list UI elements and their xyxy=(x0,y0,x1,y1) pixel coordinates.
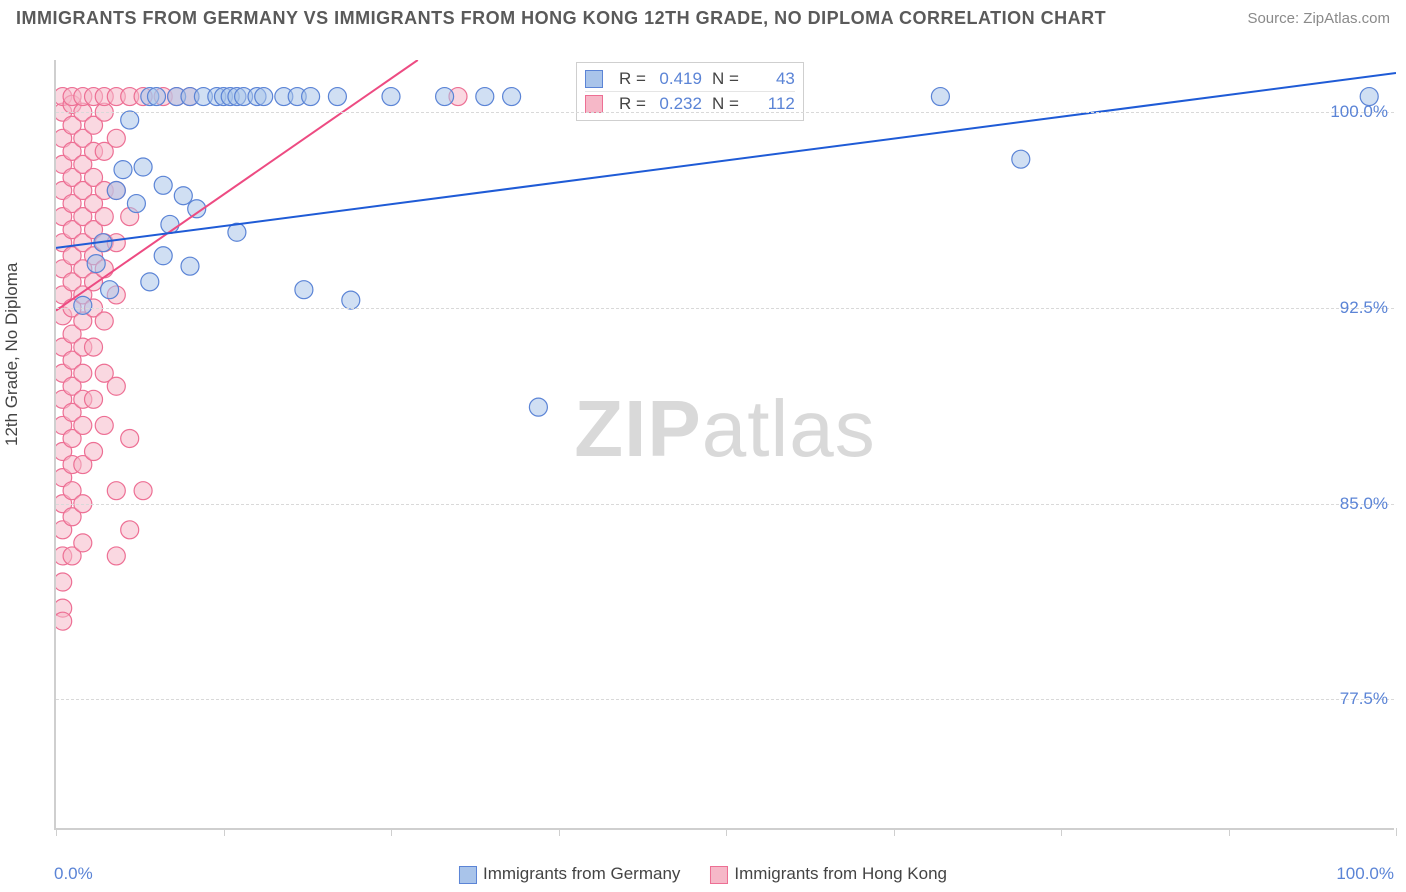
scatter-point xyxy=(382,88,400,106)
legend-item: Immigrants from Hong Kong xyxy=(710,864,947,884)
x-max-label: 100.0% xyxy=(1336,864,1394,884)
stat-r-label: R = xyxy=(619,94,646,114)
scatter-point xyxy=(174,187,192,205)
x-tick xyxy=(726,828,727,836)
scatter-point xyxy=(101,281,119,299)
stats-row: R = 0.419 N = 43 xyxy=(585,67,795,91)
scatter-point xyxy=(85,390,103,408)
x-tick xyxy=(56,828,57,836)
scatter-point xyxy=(127,195,145,213)
stat-n-label: N = xyxy=(712,94,739,114)
gridline xyxy=(56,699,1394,700)
scatter-point xyxy=(85,443,103,461)
scatter-point xyxy=(503,88,521,106)
scatter-point xyxy=(74,296,92,314)
x-tick xyxy=(1061,828,1062,836)
chart-title: IMMIGRANTS FROM GERMANY VS IMMIGRANTS FR… xyxy=(16,8,1106,29)
scatter-point xyxy=(107,547,125,565)
y-tick-label: 85.0% xyxy=(1340,494,1388,514)
legend-swatch xyxy=(459,866,477,884)
scatter-point xyxy=(154,247,172,265)
scatter-point xyxy=(107,129,125,147)
y-tick-label: 100.0% xyxy=(1330,102,1388,122)
x-min-label: 0.0% xyxy=(54,864,93,884)
x-tick xyxy=(224,828,225,836)
scatter-point xyxy=(74,364,92,382)
scatter-point xyxy=(342,291,360,309)
scatter-point xyxy=(85,338,103,356)
scatter-point xyxy=(1012,150,1030,168)
chart-plot-area: ZIPatlas R =0.419N =43R =0.232N =112 100… xyxy=(54,60,1394,830)
x-tick xyxy=(894,828,895,836)
scatter-point xyxy=(74,416,92,434)
gridline xyxy=(56,504,1394,505)
y-tick-label: 77.5% xyxy=(1340,689,1388,709)
stat-n-value: 112 xyxy=(749,94,795,114)
scatter-point xyxy=(328,88,346,106)
gridline xyxy=(56,112,1394,113)
scatter-point xyxy=(121,111,139,129)
scatter-svg xyxy=(56,60,1396,830)
scatter-point xyxy=(302,88,320,106)
scatter-point xyxy=(87,255,105,273)
legend-swatch xyxy=(710,866,728,884)
stat-n-label: N = xyxy=(712,69,739,89)
legend-label: Immigrants from Hong Kong xyxy=(734,864,947,883)
scatter-point xyxy=(436,88,454,106)
x-tick xyxy=(1396,828,1397,836)
y-axis-title: 12th Grade, No Diploma xyxy=(2,263,22,446)
scatter-point xyxy=(154,176,172,194)
scatter-point xyxy=(529,398,547,416)
scatter-point xyxy=(114,161,132,179)
stats-swatch xyxy=(585,95,603,113)
scatter-point xyxy=(95,208,113,226)
chart-header: IMMIGRANTS FROM GERMANY VS IMMIGRANTS FR… xyxy=(0,0,1406,33)
scatter-point xyxy=(476,88,494,106)
scatter-point xyxy=(56,573,72,591)
x-tick xyxy=(391,828,392,836)
scatter-point xyxy=(121,429,139,447)
stat-r-label: R = xyxy=(619,69,646,89)
scatter-point xyxy=(181,257,199,275)
source-label: Source: ZipAtlas.com xyxy=(1247,10,1390,27)
scatter-point xyxy=(74,534,92,552)
legend-bottom: Immigrants from Germany Immigrants from H… xyxy=(459,864,947,884)
y-tick-label: 92.5% xyxy=(1340,298,1388,318)
scatter-point xyxy=(295,281,313,299)
legend-label: Immigrants from Germany xyxy=(483,864,680,883)
legend-item: Immigrants from Germany xyxy=(459,864,680,884)
stat-r-value: 0.419 xyxy=(656,69,702,89)
scatter-point xyxy=(255,88,273,106)
scatter-point xyxy=(134,482,152,500)
gridline xyxy=(56,308,1394,309)
scatter-point xyxy=(134,158,152,176)
scatter-point xyxy=(95,416,113,434)
scatter-point xyxy=(56,612,72,630)
stat-n-value: 43 xyxy=(749,69,795,89)
scatter-point xyxy=(931,88,949,106)
stats-swatch xyxy=(585,70,603,88)
scatter-point xyxy=(107,377,125,395)
scatter-point xyxy=(107,482,125,500)
scatter-point xyxy=(141,273,159,291)
scatter-point xyxy=(148,88,166,106)
x-tick xyxy=(559,828,560,836)
scatter-point xyxy=(107,182,125,200)
stat-r-value: 0.232 xyxy=(656,94,702,114)
scatter-point xyxy=(121,521,139,539)
scatter-point xyxy=(95,312,113,330)
x-tick xyxy=(1229,828,1230,836)
